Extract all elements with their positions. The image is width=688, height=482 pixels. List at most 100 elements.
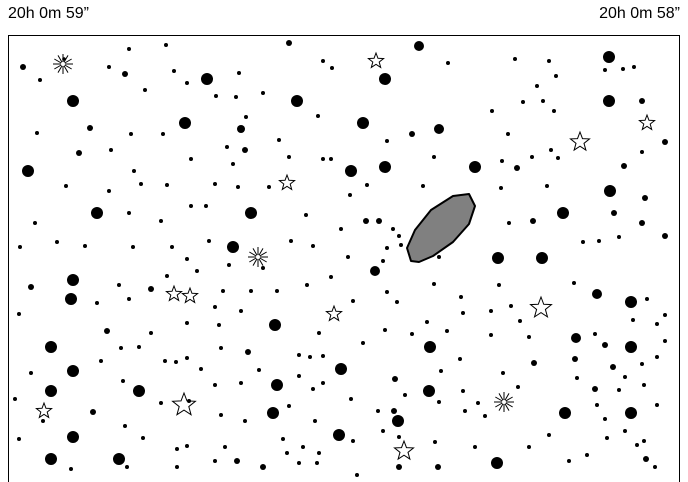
star-dot	[557, 207, 569, 219]
star-dot	[490, 109, 494, 113]
star-dot	[527, 445, 531, 449]
star-dot	[245, 349, 251, 355]
star-dot	[231, 162, 235, 166]
star-dot	[308, 355, 312, 359]
star-dot	[547, 59, 551, 63]
star-dot	[179, 117, 191, 129]
star-dot	[603, 95, 615, 107]
star-dot	[99, 359, 103, 363]
star-dot	[489, 333, 493, 337]
star-dot	[437, 400, 441, 404]
starburst-icon	[494, 392, 514, 412]
star-chart-frame	[8, 35, 680, 482]
star-dot	[445, 329, 449, 333]
star-dot	[469, 161, 481, 173]
star-dot	[489, 309, 493, 313]
star-dot	[330, 66, 334, 70]
star-dot	[461, 389, 465, 393]
star-dot	[625, 341, 637, 353]
star-dot	[165, 183, 169, 187]
star-dot	[459, 295, 463, 299]
star-dot	[286, 40, 292, 46]
star-dot	[346, 255, 350, 259]
star-dot	[391, 227, 395, 231]
star-dot	[518, 319, 522, 323]
star-dot	[473, 445, 477, 449]
star-dot	[213, 383, 217, 387]
star-dot	[311, 387, 315, 391]
star-dot	[249, 289, 253, 293]
star-outline-icon	[638, 113, 656, 131]
star-dot	[335, 363, 347, 375]
star-dot	[483, 414, 487, 418]
star-dot	[316, 114, 320, 118]
star-outline-icon	[393, 439, 415, 461]
star-dot	[572, 281, 576, 285]
star-dot	[41, 419, 45, 423]
star-dot	[567, 459, 571, 463]
star-dot	[397, 234, 401, 238]
star-dot	[571, 333, 581, 343]
star-dot	[65, 293, 77, 305]
star-dot	[432, 282, 436, 286]
star-dot	[385, 290, 389, 294]
star-dot	[611, 210, 617, 216]
star-dot	[172, 69, 176, 73]
star-dot	[159, 219, 163, 223]
star-dot	[662, 233, 668, 239]
star-dot	[623, 429, 627, 433]
star-dot	[640, 150, 644, 154]
star-outline-icon	[35, 401, 53, 419]
star-dot	[185, 356, 189, 360]
star-dot	[572, 356, 578, 362]
star-dot	[625, 407, 637, 419]
star-dot	[645, 297, 649, 301]
star-dot	[663, 313, 667, 317]
star-dot	[662, 139, 668, 145]
star-dot	[639, 98, 645, 104]
star-dot	[297, 353, 301, 357]
star-dot	[119, 346, 123, 350]
star-dot	[552, 109, 556, 113]
star-outline-icon	[529, 295, 553, 319]
star-dot	[435, 464, 441, 470]
star-dot	[458, 357, 462, 361]
star-dot	[67, 274, 79, 286]
star-dot	[329, 275, 333, 279]
star-dot	[45, 453, 57, 465]
star-dot	[432, 155, 436, 159]
star-dot	[185, 257, 189, 261]
star-dot	[424, 341, 436, 353]
star-dot	[277, 138, 281, 142]
star-dot	[617, 388, 621, 392]
star-dot	[107, 65, 111, 69]
star-dot	[189, 204, 193, 208]
star-dot	[655, 355, 659, 359]
star-dot	[643, 456, 649, 462]
star-dot	[305, 283, 309, 287]
star-dot	[121, 379, 125, 383]
star-dot	[603, 417, 607, 421]
star-dot	[185, 444, 189, 448]
star-dot	[507, 221, 511, 225]
star-dot	[159, 401, 163, 405]
star-dot	[499, 186, 503, 190]
star-dot	[213, 182, 217, 186]
star-dot	[379, 161, 391, 173]
star-dot	[311, 244, 315, 248]
star-dot	[642, 195, 648, 201]
star-dot	[333, 429, 345, 441]
star-dot	[595, 403, 599, 407]
star-dot	[17, 437, 21, 441]
star-dot	[17, 312, 21, 316]
star-dot	[175, 447, 179, 451]
star-dot	[297, 374, 301, 378]
star-dot	[67, 95, 79, 107]
star-dot	[461, 311, 465, 315]
star-dot	[321, 157, 325, 161]
star-dot	[351, 439, 355, 443]
star-dot	[597, 239, 601, 243]
star-dot	[236, 185, 240, 189]
star-dot	[610, 364, 616, 370]
star-dot	[592, 386, 598, 392]
